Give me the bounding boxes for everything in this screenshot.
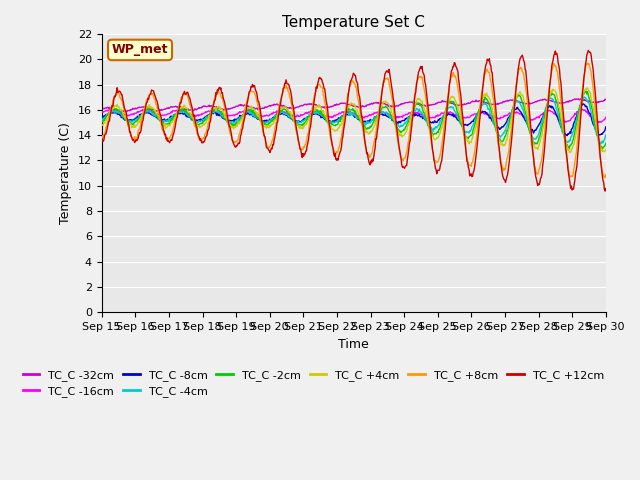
X-axis label: Time: Time — [339, 337, 369, 350]
Title: Temperature Set C: Temperature Set C — [282, 15, 425, 30]
Y-axis label: Temperature (C): Temperature (C) — [59, 122, 72, 224]
Text: WP_met: WP_met — [112, 43, 168, 57]
Legend: TC_C -32cm, TC_C -16cm, TC_C -8cm, TC_C -4cm, TC_C -2cm, TC_C +4cm, TC_C +8cm, T: TC_C -32cm, TC_C -16cm, TC_C -8cm, TC_C … — [19, 365, 609, 401]
